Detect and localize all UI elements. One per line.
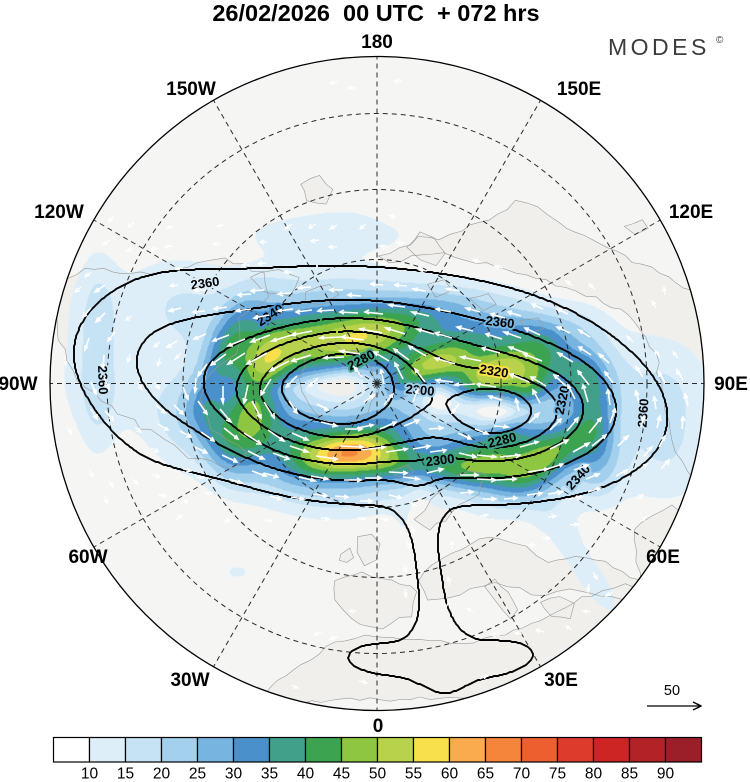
- svg-text:60E: 60E: [646, 547, 680, 568]
- svg-text:20: 20: [153, 766, 171, 782]
- svg-text:25: 25: [189, 766, 206, 782]
- svg-text:30: 30: [225, 766, 243, 782]
- svg-text:©: ©: [716, 35, 724, 46]
- svg-text:180: 180: [361, 32, 393, 53]
- svg-text:75: 75: [549, 766, 566, 782]
- svg-text:120W: 120W: [34, 202, 84, 223]
- svg-text:50: 50: [664, 683, 680, 699]
- svg-text:0: 0: [373, 716, 384, 737]
- svg-text:90: 90: [657, 766, 675, 782]
- svg-text:60: 60: [441, 766, 459, 782]
- svg-text:90W: 90W: [0, 374, 38, 395]
- svg-text:85: 85: [621, 766, 638, 782]
- svg-text:35: 35: [261, 766, 278, 782]
- svg-text:26/02/2026 00 UTC + 072 hrs: 26/02/2026 00 UTC + 072 hrs: [212, 0, 539, 26]
- svg-text:150W: 150W: [166, 79, 216, 100]
- svg-text:80: 80: [585, 766, 603, 782]
- svg-text:15: 15: [117, 766, 134, 782]
- svg-text:70: 70: [513, 766, 531, 782]
- svg-text:40: 40: [297, 766, 315, 782]
- svg-text:150E: 150E: [557, 79, 601, 100]
- svg-text:65: 65: [477, 766, 494, 782]
- svg-text:2300: 2300: [425, 451, 456, 469]
- svg-text:2320: 2320: [479, 361, 510, 380]
- svg-text:90E: 90E: [714, 374, 748, 395]
- svg-text:10: 10: [81, 766, 99, 782]
- svg-text:55: 55: [405, 766, 422, 782]
- svg-text:2360: 2360: [635, 398, 652, 428]
- svg-text:MODES: MODES: [608, 34, 710, 60]
- svg-text:2360: 2360: [485, 313, 516, 331]
- svg-text:30E: 30E: [544, 670, 578, 691]
- svg-text:120E: 120E: [669, 202, 713, 223]
- svg-text:45: 45: [333, 766, 350, 782]
- svg-text:50: 50: [369, 766, 387, 782]
- svg-text:60W: 60W: [68, 547, 107, 568]
- svg-text:2300: 2300: [405, 381, 435, 398]
- svg-text:30W: 30W: [170, 670, 209, 691]
